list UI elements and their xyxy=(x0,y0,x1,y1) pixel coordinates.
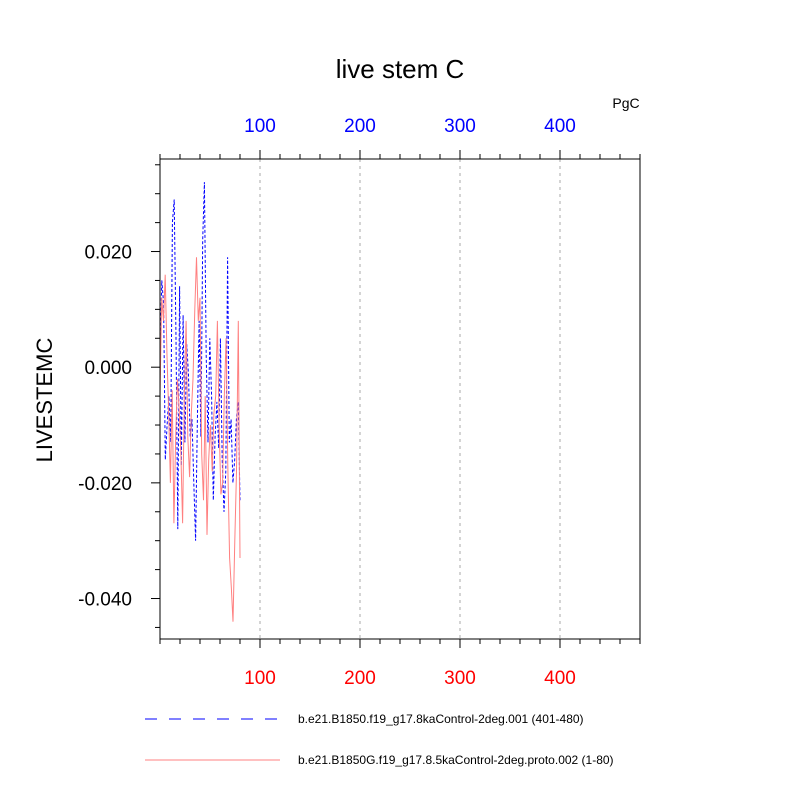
x-tick-label-bottom-100: 100 xyxy=(244,668,276,689)
series-line-2 xyxy=(159,257,241,622)
x-tick-label-top-200: 200 xyxy=(344,116,376,137)
x-tick-label-bottom-300: 300 xyxy=(444,668,476,689)
axis-ticks xyxy=(151,150,641,648)
y-tick-label-3: 0.020 xyxy=(84,243,132,264)
legend-label-series-2: b.e21.B1850G.f19_g17.8.5kaControl-2deg.p… xyxy=(298,753,614,767)
legend-label-series-1: b.e21.B1850.f19_g17.8kaControl-2deg.001 … xyxy=(298,712,584,726)
x-tick-label-top-300: 300 xyxy=(444,116,476,137)
grid-lines xyxy=(259,159,561,639)
x-tick-label-top-400: 400 xyxy=(544,116,576,137)
series-group xyxy=(159,182,241,622)
legend: b.e21.B1850.f19_g17.8kaControl-2deg.001 … xyxy=(145,712,614,767)
x-tick-label-bottom-200: 200 xyxy=(344,668,376,689)
x-tick-label-bottom-400: 400 xyxy=(544,668,576,689)
y-tick-label-1: -0.020 xyxy=(78,474,132,495)
chart-title: live stem C xyxy=(336,54,465,84)
y-axis-label: LIVESTEMC xyxy=(32,338,57,463)
tick-labels: 100 100 200 200 300 300 400 400 -0.040 -0.020 0.00… xyxy=(78,116,576,689)
x-tick-label-top-100: 100 xyxy=(244,116,276,137)
series-line-1 xyxy=(159,182,241,541)
units-label: PgC xyxy=(612,95,639,111)
plot-frame xyxy=(159,158,641,640)
y-tick-label-2: 0.000 xyxy=(84,358,132,379)
y-tick-label-0: -0.040 xyxy=(78,590,132,611)
